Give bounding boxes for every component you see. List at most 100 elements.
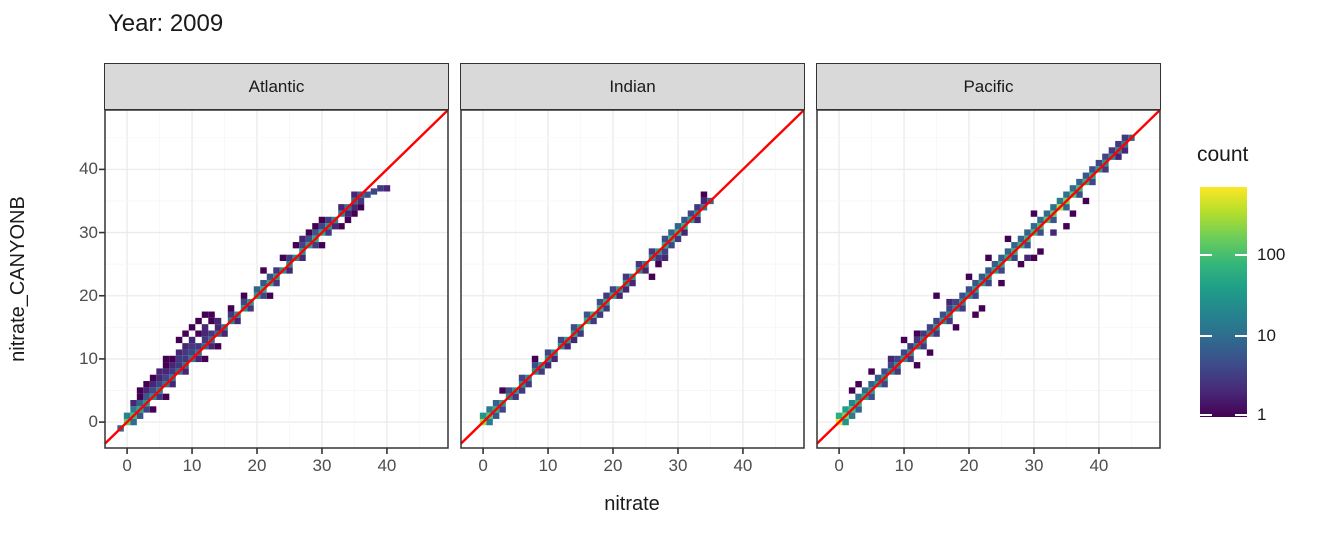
- count-bin: [383, 185, 391, 192]
- count-bin: [1050, 216, 1057, 224]
- panel-atlantic: [105, 110, 448, 448]
- x-tick-label: 20: [603, 456, 623, 475]
- count-bin: [920, 330, 927, 337]
- count-bin: [188, 336, 196, 344]
- count-bin: [855, 381, 862, 388]
- legend-tick-mark: [1200, 335, 1212, 338]
- count-bin: [201, 324, 209, 331]
- count-bin: [299, 254, 306, 261]
- count-bin: [642, 267, 649, 274]
- count-bin: [668, 229, 675, 236]
- count-bin: [1037, 216, 1044, 224]
- count-bin: [312, 229, 319, 236]
- count-bin: [377, 185, 384, 192]
- count-bin: [1037, 229, 1044, 236]
- count-bin: [247, 305, 254, 312]
- count-bin: [273, 267, 280, 274]
- count-bin: [835, 412, 843, 419]
- count-bin: [933, 292, 940, 299]
- count-bin: [169, 355, 176, 363]
- identity-line: [461, 110, 804, 446]
- count-bin: [965, 273, 973, 280]
- count-bin: [136, 399, 144, 407]
- count-bin: [299, 242, 306, 249]
- count-bin: [175, 336, 183, 344]
- count-bin: [998, 254, 1005, 261]
- panel-indian: [461, 110, 804, 448]
- count-bin: [364, 191, 371, 198]
- count-bin: [1024, 254, 1031, 261]
- count-bin: [648, 273, 656, 280]
- count-bin: [978, 305, 986, 312]
- count-bin: [874, 374, 882, 382]
- count-bin: [499, 387, 506, 394]
- count-bin: [351, 191, 358, 198]
- count-bin: [946, 298, 953, 306]
- count-bin: [900, 336, 908, 344]
- count-bin: [1102, 153, 1109, 160]
- count-bin: [208, 317, 215, 325]
- count-bin: [195, 330, 202, 337]
- count-bin: [907, 355, 914, 363]
- count-bin: [260, 267, 267, 274]
- count-bin: [1115, 153, 1122, 160]
- x-tick-label: 30: [1024, 456, 1044, 475]
- count-bin: [182, 349, 189, 356]
- count-bin: [1082, 172, 1090, 179]
- count-bin: [182, 368, 189, 375]
- count-bin: [681, 216, 688, 224]
- legend-title: count: [1197, 143, 1249, 166]
- count-bin: [894, 355, 901, 363]
- count-bin: [136, 393, 144, 400]
- count-bin: [985, 254, 992, 261]
- count-bin: [130, 418, 137, 426]
- count-bin: [149, 406, 157, 413]
- count-bin: [661, 254, 669, 261]
- count-bin: [557, 336, 565, 344]
- count-bin: [1037, 248, 1044, 255]
- count-bin: [674, 235, 682, 243]
- count-bin: [952, 298, 960, 306]
- count-bin: [518, 387, 526, 394]
- count-bin: [318, 242, 326, 249]
- count-bin: [648, 248, 656, 255]
- count-bin: [933, 330, 940, 337]
- panel-border: [460, 109, 805, 449]
- count-bin: [972, 292, 979, 299]
- count-bin: [1004, 248, 1012, 255]
- count-bin: [952, 324, 960, 331]
- count-bin: [635, 260, 643, 268]
- count-bin: [570, 336, 578, 344]
- legend-tick-mark: [1235, 335, 1247, 338]
- y-tick-label: 0: [88, 412, 98, 432]
- count-bin: [972, 311, 979, 318]
- count-bin: [227, 305, 235, 312]
- count-bin: [596, 311, 604, 318]
- count-bin: [544, 362, 552, 369]
- count-bin: [253, 286, 261, 293]
- count-bin: [169, 368, 176, 375]
- count-bin: [195, 317, 202, 325]
- count-bin: [661, 235, 669, 243]
- count-bin: [162, 355, 170, 363]
- count-bin: [972, 279, 979, 287]
- count-bin: [266, 292, 274, 299]
- count-bin: [538, 368, 545, 375]
- count-bin: [946, 317, 953, 325]
- count-bin: [848, 399, 856, 407]
- count-bin: [479, 412, 487, 419]
- count-bin: [201, 355, 209, 363]
- count-bin: [933, 317, 940, 325]
- count-bin: [687, 210, 695, 217]
- count-bin: [188, 343, 196, 350]
- count-bin: [700, 197, 708, 205]
- count-bin: [926, 349, 934, 356]
- count-bin: [1102, 166, 1109, 173]
- count-bin: [1121, 134, 1129, 141]
- count-bin: [881, 368, 888, 375]
- identity-line: [817, 110, 1160, 446]
- panel-border: [104, 109, 449, 449]
- x-axis-title: nitrate: [604, 493, 660, 515]
- count-bin: [188, 349, 196, 356]
